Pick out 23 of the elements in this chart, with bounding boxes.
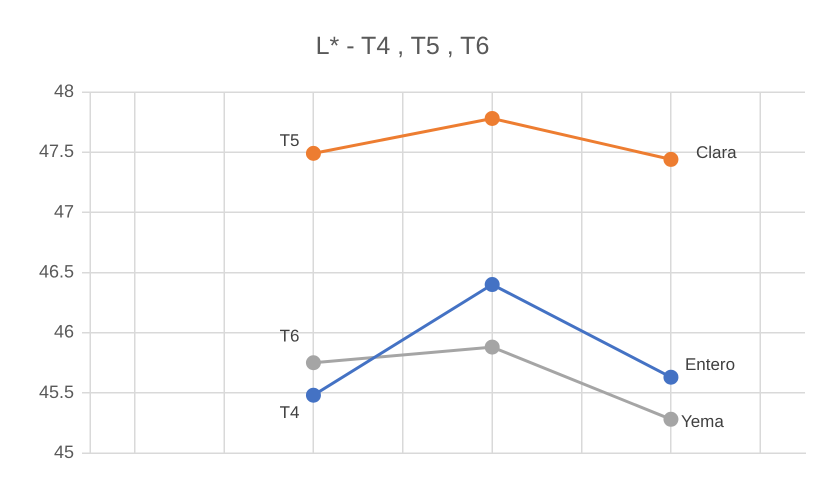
series-label: T6 — [280, 326, 300, 346]
y-tick-label: 45 — [54, 442, 74, 462]
series-label: T5 — [280, 131, 300, 150]
annotation: Clara — [696, 143, 738, 162]
y-tick-label: 48 — [54, 80, 74, 101]
y-tick-label: 47.5 — [38, 141, 74, 162]
annotation: Entero — [684, 354, 736, 374]
point — [306, 355, 321, 370]
y-tick-label: 45.5 — [38, 382, 74, 402]
series-label: T4 — [280, 402, 300, 422]
point — [663, 412, 678, 427]
chart-title: L* - T4 , T5 , T6 — [316, 32, 490, 60]
y-tick-label: 46.5 — [38, 261, 74, 282]
point — [306, 388, 321, 403]
point — [663, 370, 678, 385]
y-tick-label: 47 — [54, 201, 74, 222]
point — [663, 152, 678, 167]
point — [484, 340, 500, 355]
point — [306, 146, 321, 161]
y-tick-label: 46 — [54, 322, 74, 342]
point — [484, 277, 500, 292]
annotation: Yema — [680, 412, 724, 431]
point — [484, 110, 500, 126]
